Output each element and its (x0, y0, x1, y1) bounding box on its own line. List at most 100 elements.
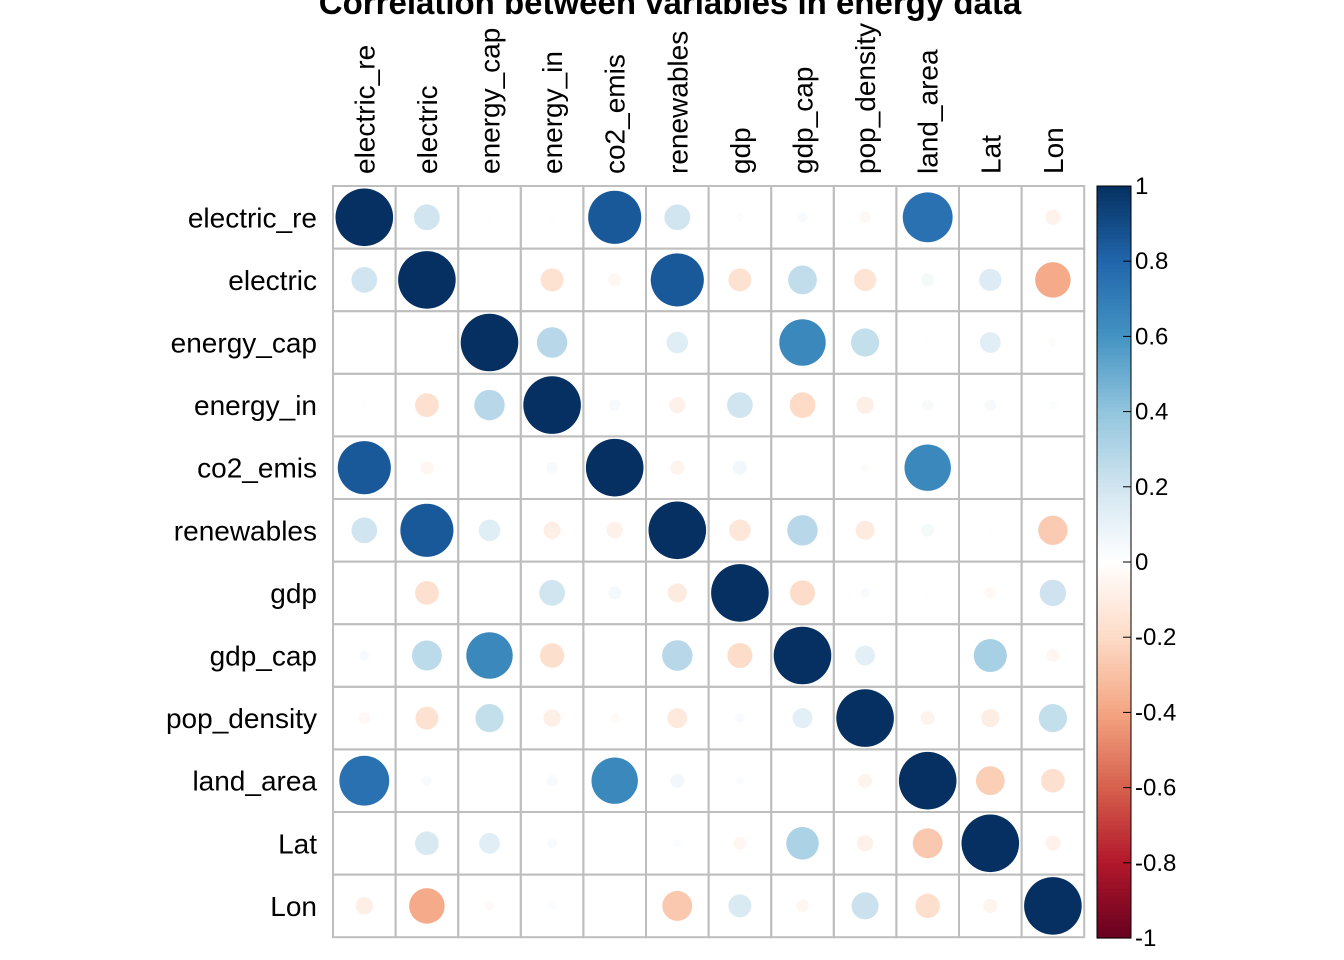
colorbar-segment (1097, 862, 1131, 868)
colorbar-segment (1097, 911, 1131, 917)
corr-circle-Lat-renewables (673, 839, 682, 848)
colorbar-segment (1097, 392, 1131, 398)
colorbar-segment (1097, 535, 1131, 541)
colorbar-tick-label: -0.2 (1135, 624, 1176, 651)
colorbar-segment (1097, 716, 1131, 721)
corr-circle-electric_re-gdp_cap (797, 212, 808, 223)
colorbar-tick-label: 1 (1135, 173, 1148, 200)
colorbar-segment (1097, 592, 1131, 597)
colorbar-segment (1097, 246, 1131, 251)
row-label: energy_in (194, 390, 317, 421)
corr-circle-gdp-electric_re (361, 590, 368, 596)
corr-circle-electric_re-pop_density (859, 211, 871, 224)
colorbar-segment (1097, 671, 1131, 676)
corr-circle-gdp-gdp (711, 564, 769, 622)
corr-circle-gdp-electric (415, 581, 439, 605)
colorbar-segment (1097, 464, 1131, 469)
colorbar-segment (1097, 727, 1131, 732)
colorbar-segment (1097, 614, 1131, 619)
colorbar-segment (1097, 370, 1131, 375)
colorbar-tick-label: 0.8 (1135, 248, 1168, 275)
colorbar-segment (1097, 828, 1131, 834)
colorbar-segment (1097, 310, 1131, 315)
colorbar-segment (1097, 817, 1131, 823)
colorbar-segment (1097, 780, 1131, 785)
grid-cell (332, 811, 397, 876)
colorbar-segment (1097, 400, 1131, 405)
colorbar-segment (1097, 569, 1131, 574)
row-label: Lat (278, 828, 317, 859)
corr-circle-renewables-electric (400, 503, 454, 557)
colorbar-segment (1097, 516, 1131, 522)
colorbar-segment (1097, 445, 1131, 450)
corr-circle-pop_density-co2_emis (609, 713, 620, 724)
colorbar-segment (1097, 389, 1131, 394)
colorbar-segment (1097, 885, 1131, 890)
colorbar-segment (1097, 580, 1131, 586)
colorbar-segment (1097, 381, 1131, 386)
colorbar-segment (1097, 261, 1131, 266)
colorbar-segment (1097, 584, 1131, 589)
colorbar-tick-label: 0.6 (1135, 323, 1168, 350)
corr-circle-energy_cap-electric_re (361, 339, 368, 346)
grid-cell (457, 247, 522, 313)
matrix-cells (332, 185, 1086, 939)
colorbar-segment (1097, 640, 1131, 646)
colorbar-segment (1097, 866, 1131, 871)
column-label: land_area (913, 49, 944, 174)
colorbar-segment (1097, 276, 1131, 281)
corr-circle-co2_emis-land_area (904, 444, 951, 491)
colorbar-tick-label: -1 (1135, 925, 1156, 952)
column-label: electric (412, 85, 443, 174)
colorbar-segment (1097, 874, 1131, 879)
colorbar-segment (1097, 622, 1131, 627)
colorbar-segment (1097, 674, 1131, 680)
corr-circle-Lon-land_area (915, 893, 940, 919)
colorbar-segment (1097, 915, 1131, 920)
colorbar-segment (1097, 840, 1131, 845)
colorbar-segment (1097, 573, 1131, 578)
colorbar-segment (1097, 513, 1131, 518)
colorbar-segment (1097, 637, 1131, 642)
corr-circle-electric_re-Lon (1045, 209, 1061, 225)
colorbar-segment (1097, 765, 1131, 770)
corr-circle-electric-gdp_cap (788, 265, 817, 295)
corr-circle-energy_in-electric_re (361, 402, 368, 408)
corr-circle-energy_in-energy_in (523, 376, 581, 434)
column-label: gdp_cap (788, 67, 819, 174)
colorbar-segment (1097, 186, 1131, 191)
grid-cell (457, 748, 522, 814)
colorbar-segment (1097, 351, 1131, 356)
colorbar-segment (1097, 686, 1131, 691)
colorbar-segment (1097, 501, 1131, 507)
colorbar-segment (1097, 287, 1131, 292)
colorbar-segment (1097, 366, 1131, 371)
colorbar-segment (1097, 201, 1131, 206)
colorbar-segment (1097, 889, 1131, 894)
corr-circle-Lat-gdp_cap (786, 827, 819, 860)
colorbar-segment (1097, 283, 1131, 289)
corr-circle-electric_re-co2_emis (588, 190, 642, 244)
colorbar-segment (1097, 667, 1131, 672)
colorbar-segment (1097, 524, 1131, 529)
corr-circle-co2_emis-energy_in (546, 461, 558, 474)
colorbar-segment (1097, 234, 1131, 240)
colorbar-segment (1097, 358, 1131, 364)
colorbar-segment (1097, 768, 1131, 774)
colorbar-segment (1097, 238, 1131, 243)
corr-circle-Lat-energy_in (547, 838, 558, 849)
colorbar-segment (1097, 678, 1131, 683)
column-label: co2_emis (600, 54, 631, 174)
corr-circle-Lon-Lon (1024, 877, 1082, 935)
corr-circle-electric-Lat (979, 268, 1002, 292)
colorbar-segment (1097, 697, 1131, 702)
corr-circle-energy_in-renewables (669, 396, 686, 414)
corr-circle-pop_density-electric (415, 706, 439, 730)
colorbar-segment (1097, 531, 1131, 537)
colorbar-segment (1097, 340, 1131, 345)
corr-circle-land_area-pop_density (858, 773, 873, 788)
corr-circle-Lon-electric_re (355, 897, 373, 915)
colorbar-segment (1097, 306, 1131, 311)
corr-circle-electric-pop_density (853, 268, 877, 292)
corr-circle-energy_in-land_area (921, 399, 934, 411)
